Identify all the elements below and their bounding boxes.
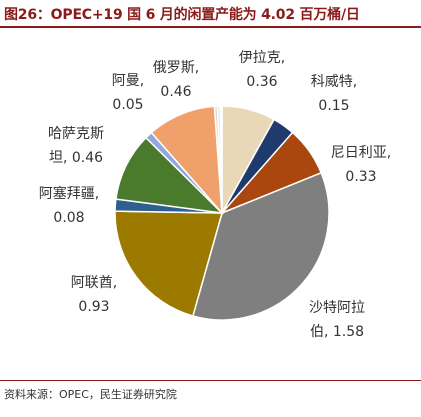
chart-title: 图26：OPEC+19 国 6 月的闲置产能为 4.02 百万桶/日	[4, 7, 360, 23]
pie-slice-11	[219, 105, 223, 214]
data-label-line: 伯, 1.58	[310, 324, 364, 340]
data-label-8: 俄罗斯, 0.46	[153, 60, 199, 100]
data-label-line: 坦, 0.46	[49, 150, 103, 166]
source-note: 资料来源：OPEC，民生证券研究院	[4, 388, 177, 401]
data-label-line: 0.05	[112, 97, 143, 113]
title-divider	[0, 26, 421, 28]
data-label-line: 0.36	[246, 74, 277, 90]
data-label-2: 尼日利亚, 0.33	[331, 145, 391, 185]
data-label-line: 阿联酋,	[71, 274, 117, 291]
data-label-5: 阿塞拜疆, 0.08	[39, 185, 99, 226]
pie-slice-6	[115, 136, 225, 215]
data-label-line: 沙特阿拉	[309, 300, 365, 316]
data-label-3: 沙特阿拉伯, 1.58	[309, 300, 365, 340]
data-label-line: 0.93	[78, 299, 109, 315]
source-divider	[0, 380, 421, 381]
data-label-line: 尼日利亚,	[331, 145, 391, 161]
data-label-6: 哈萨克斯坦, 0.46	[48, 126, 104, 166]
data-label-line: 俄罗斯,	[153, 60, 199, 76]
data-label-line: 阿曼,	[112, 73, 144, 89]
pie-slice-3	[191, 171, 330, 321]
data-label-7: 阿曼, 0.05	[112, 73, 144, 113]
pie-data-labels: 伊拉克, 0.36 科威特, 0.15 尼日利亚, 0.33 沙特阿拉伯, 1.58 阿联酋,…	[39, 50, 391, 340]
data-label-0: 伊拉克, 0.36	[239, 50, 285, 90]
pie-slice-4	[114, 210, 223, 317]
data-label-line: 哈萨克斯	[48, 126, 104, 142]
pie-slice-8	[150, 105, 223, 216]
data-label-4: 阿联酋, 0.93	[71, 274, 117, 315]
data-label-line: 0.08	[53, 210, 84, 226]
data-label-line: 阿塞拜疆,	[39, 185, 99, 202]
data-label-line: 0.46	[160, 84, 191, 100]
data-label-line: 0.33	[345, 169, 376, 185]
data-label-1: 科威特, 0.15	[311, 74, 357, 114]
pie-slices	[114, 105, 330, 321]
data-label-line: 伊拉克,	[239, 50, 285, 66]
data-label-line: 科威特,	[311, 74, 357, 90]
data-label-line: 0.15	[318, 98, 349, 114]
